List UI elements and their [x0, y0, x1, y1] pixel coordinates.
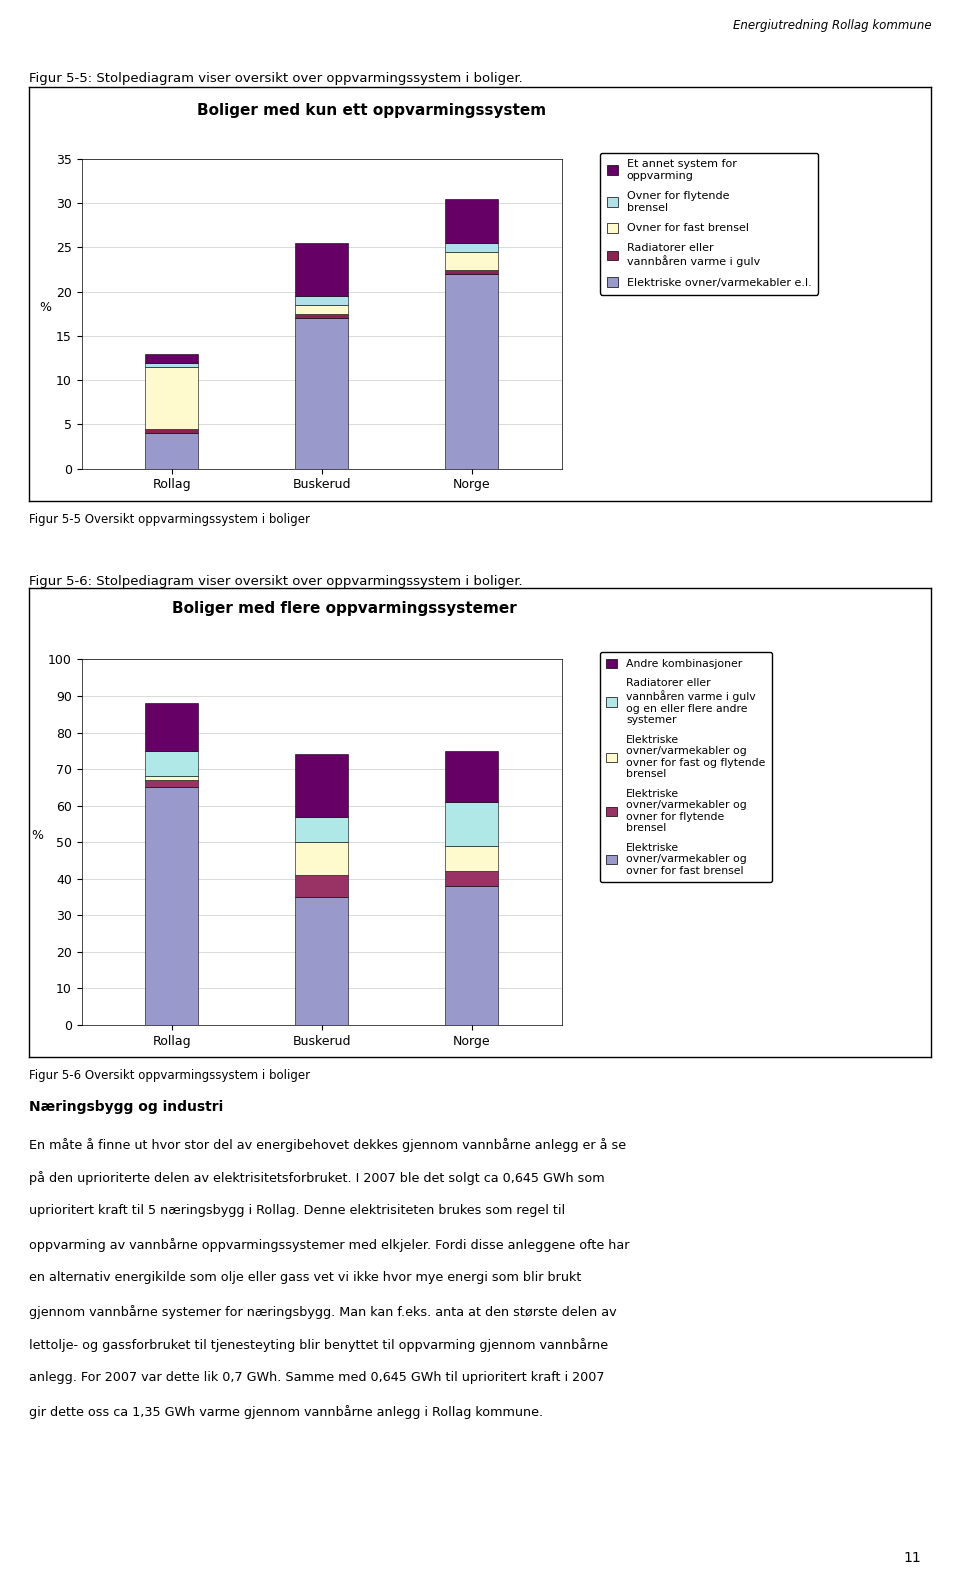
Bar: [296, 817, 348, 842]
Y-axis label: %: %: [39, 300, 51, 313]
Bar: [296, 313, 348, 318]
Bar: [445, 243, 498, 251]
Bar: [445, 887, 498, 1025]
Text: 11: 11: [903, 1551, 921, 1565]
Bar: [145, 750, 198, 777]
Bar: [445, 199, 498, 243]
Text: gjennom vannbårne systemer for næringsbygg. Man kan f.eks. anta at den største d: gjennom vannbårne systemer for næringsby…: [29, 1305, 616, 1319]
Bar: [296, 296, 348, 305]
Bar: [445, 273, 498, 469]
Text: Figur 5-5 Oversikt oppvarmingssystem i boliger: Figur 5-5 Oversikt oppvarmingssystem i b…: [29, 513, 310, 526]
Bar: [145, 354, 198, 362]
Bar: [145, 777, 198, 780]
Bar: [296, 318, 348, 469]
Bar: [145, 362, 198, 367]
Bar: [296, 842, 348, 876]
Bar: [145, 429, 198, 434]
Bar: [445, 251, 498, 270]
Text: en alternativ energikilde som olje eller gass vet vi ikke hvor mye energi som bl: en alternativ energikilde som olje eller…: [29, 1271, 581, 1284]
Text: Boliger med kun ett oppvarmingssystem: Boliger med kun ett oppvarmingssystem: [197, 103, 546, 118]
Bar: [445, 871, 498, 887]
Text: lettolje- og gassforbruket til tjenesteyting blir benyttet til oppvarming gjenno: lettolje- og gassforbruket til tjenestey…: [29, 1338, 608, 1352]
Bar: [145, 787, 198, 1025]
Text: anlegg. For 2007 var dette lik 0,7 GWh. Samme med 0,645 GWh til uprioritert kraf: anlegg. For 2007 var dette lik 0,7 GWh. …: [29, 1371, 604, 1384]
Bar: [296, 755, 348, 817]
Legend: Andre kombinasjoner, Radiatorer eller
vannbåren varme i gulv
og en eller flere a: Andre kombinasjoner, Radiatorer eller va…: [600, 651, 772, 882]
Text: uprioritert kraft til 5 næringsbygg i Rollag. Denne elektrisiteten brukes som re: uprioritert kraft til 5 næringsbygg i Ro…: [29, 1204, 564, 1217]
Bar: [145, 704, 198, 750]
Bar: [296, 876, 348, 896]
Bar: [145, 434, 198, 469]
Text: Figur 5-5: Stolpediagram viser oversikt over oppvarmingssystem i boliger.: Figur 5-5: Stolpediagram viser oversikt …: [29, 72, 522, 84]
Text: Figur 5-6: Stolpediagram viser oversikt over oppvarmingssystem i boliger.: Figur 5-6: Stolpediagram viser oversikt …: [29, 575, 522, 588]
Text: Næringsbygg og industri: Næringsbygg og industri: [29, 1100, 223, 1114]
Bar: [296, 305, 348, 313]
Text: på den uprioriterte delen av elektrisitetsforbruket. I 2007 ble det solgt ca 0,6: på den uprioriterte delen av elektrisite…: [29, 1171, 605, 1185]
Bar: [145, 780, 198, 787]
Bar: [296, 896, 348, 1025]
Text: Energiutredning Rollag kommune: Energiutredning Rollag kommune: [732, 19, 931, 32]
Bar: [445, 802, 498, 845]
Text: En måte å finne ut hvor stor del av energibehovet dekkes gjennom vannbårne anleg: En måte å finne ut hvor stor del av ener…: [29, 1138, 626, 1152]
Bar: [445, 750, 498, 802]
Text: Boliger med flere oppvarmingssystemer: Boliger med flere oppvarmingssystemer: [172, 601, 517, 615]
Bar: [145, 367, 198, 429]
Bar: [445, 845, 498, 871]
Bar: [445, 270, 498, 273]
Text: oppvarming av vannbårne oppvarmingssystemer med elkjeler. Fordi disse anleggene : oppvarming av vannbårne oppvarmingssyste…: [29, 1238, 630, 1252]
Text: Figur 5-6 Oversikt oppvarmingssystem i boliger: Figur 5-6 Oversikt oppvarmingssystem i b…: [29, 1069, 310, 1082]
Legend: Et annet system for
oppvarming, Ovner for flytende
brensel, Ovner for fast brens: Et annet system for oppvarming, Ovner fo…: [600, 153, 818, 294]
Y-axis label: %: %: [31, 829, 43, 842]
Text: gir dette oss ca 1,35 GWh varme gjennom vannbårne anlegg i Rollag kommune.: gir dette oss ca 1,35 GWh varme gjennom …: [29, 1405, 543, 1419]
Bar: [296, 243, 348, 296]
